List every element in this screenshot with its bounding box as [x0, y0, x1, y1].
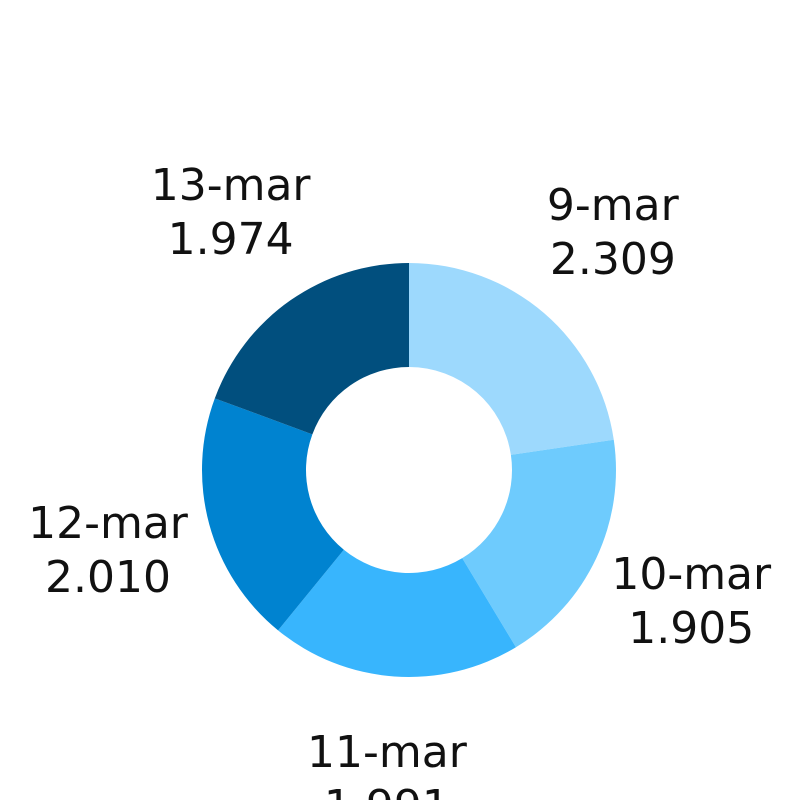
- slice-category-label: 13-mar: [151, 160, 312, 211]
- slice: [278, 549, 516, 677]
- slice-value-label: 1.905: [628, 603, 754, 654]
- slice: [202, 398, 344, 631]
- slice-value-label: 2.010: [45, 552, 171, 603]
- slice-category-label: 10-mar: [611, 549, 772, 600]
- slice-category-label: 12-mar: [28, 498, 189, 549]
- slice-value-label: 2.309: [550, 234, 676, 285]
- slice-category-label: 11-mar: [307, 727, 468, 778]
- slice-value-label: 1.991: [324, 781, 450, 800]
- slice: [409, 263, 614, 455]
- slice: [462, 439, 616, 648]
- slice: [214, 263, 409, 435]
- slice-value-label: 1.974: [168, 214, 294, 265]
- slice-category-label: 9-mar: [547, 180, 680, 231]
